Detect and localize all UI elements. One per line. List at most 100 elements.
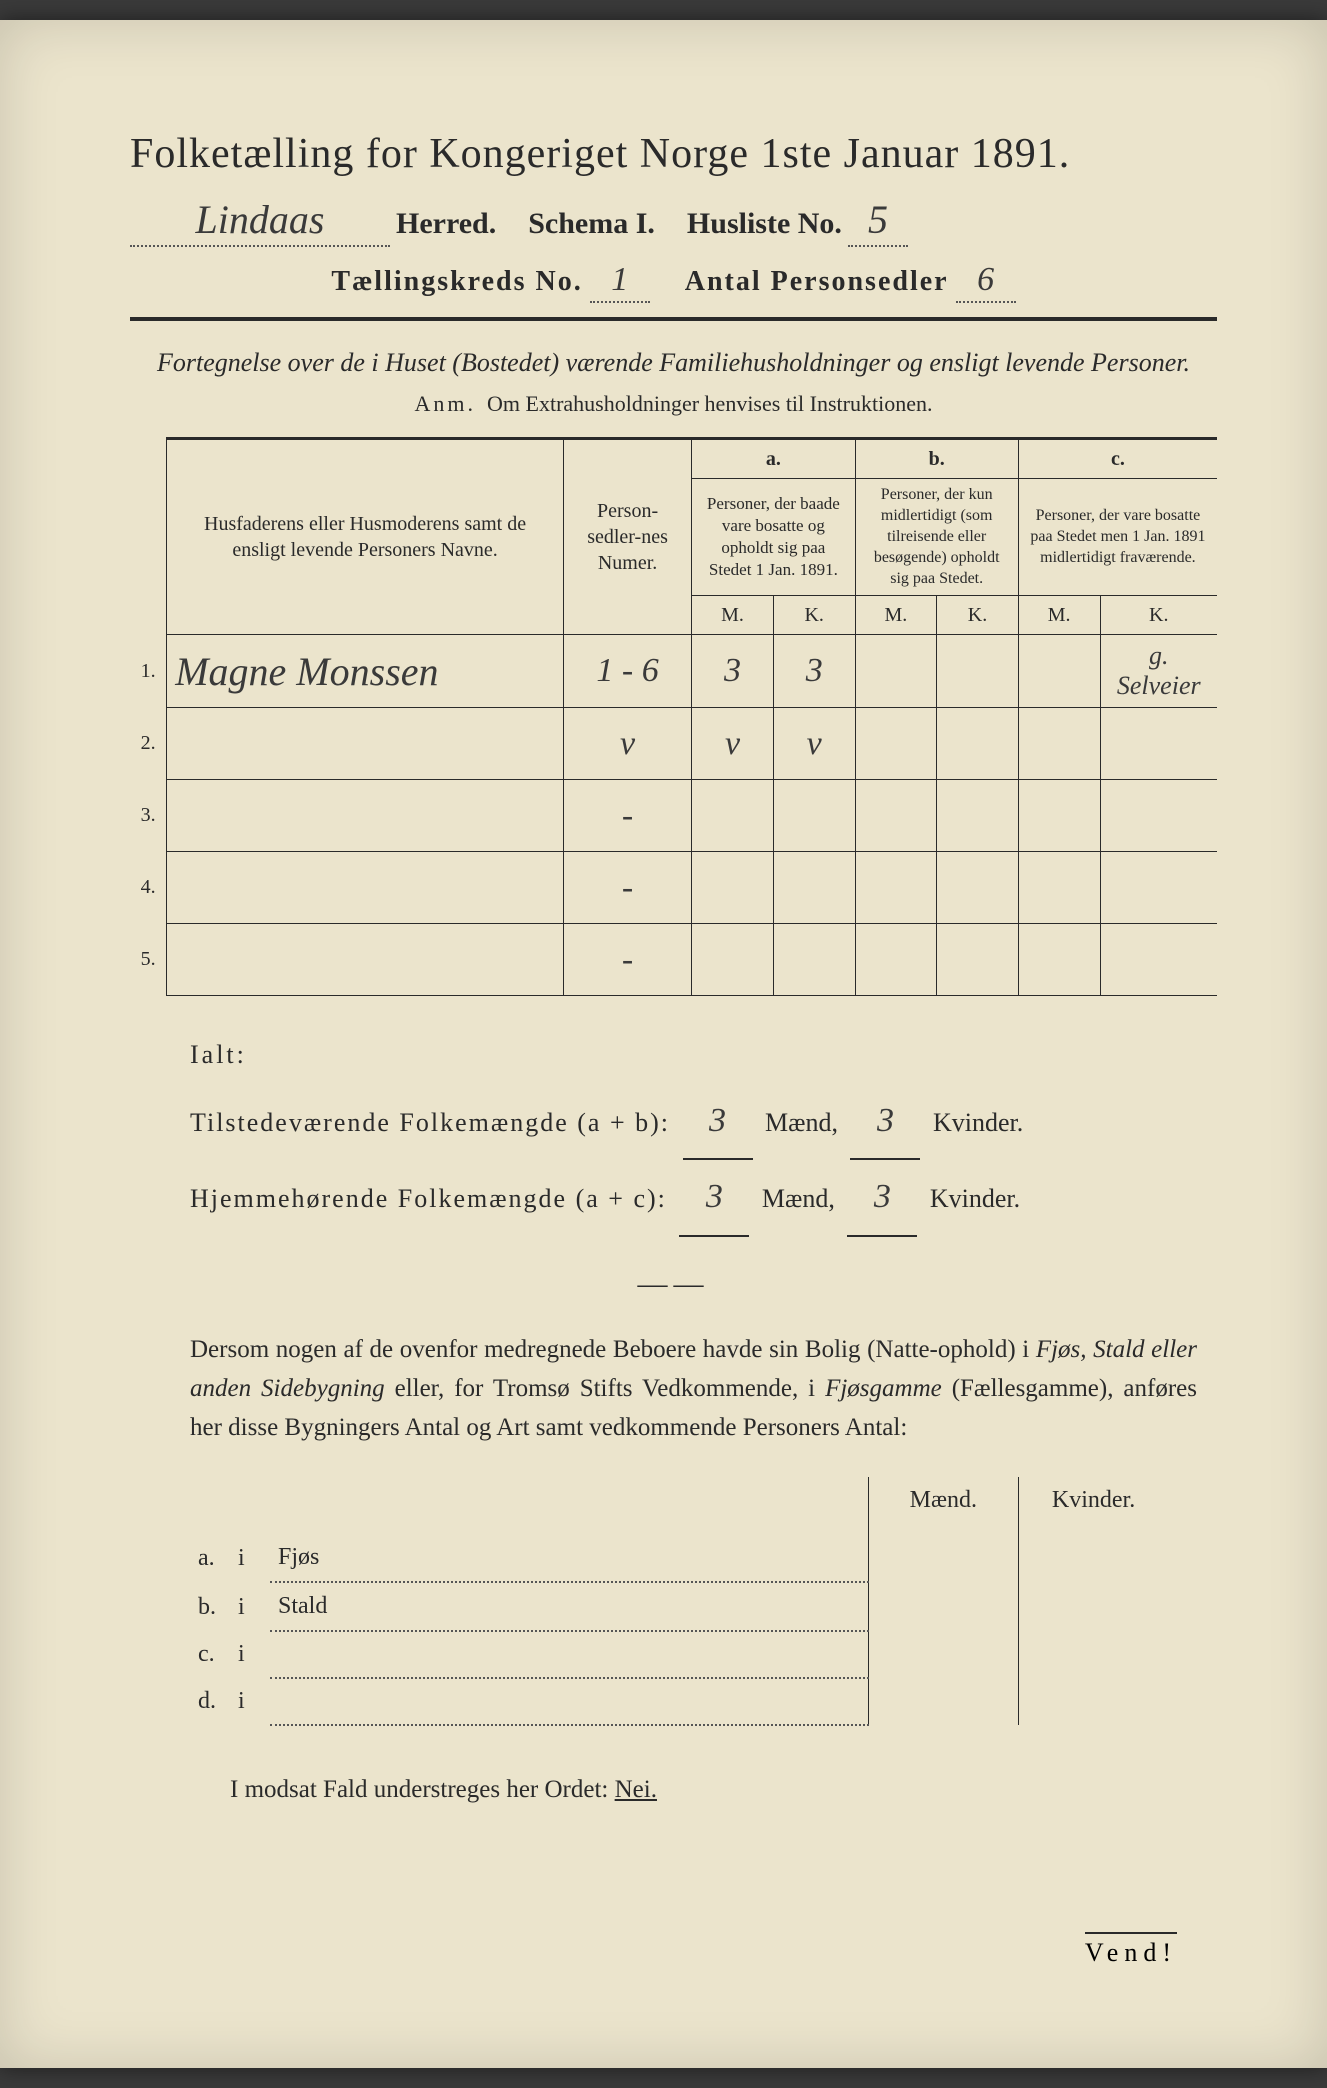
a-k-cell — [773, 852, 855, 924]
b-k-cell — [937, 780, 1019, 852]
row-number: 2. — [130, 708, 167, 780]
a-k-cell: v — [773, 708, 855, 780]
side-letter: d. — [190, 1678, 230, 1725]
side-m — [868, 1678, 1018, 1725]
side-row: c.i — [190, 1631, 1168, 1678]
side-label — [270, 1678, 868, 1725]
table-row: 2.vvv — [130, 708, 1217, 780]
th-b: Personer, der kun midlertidigt (som tilr… — [855, 479, 1018, 596]
side-label — [270, 1631, 868, 1678]
personsedler-label: Antal Personsedler — [685, 266, 949, 297]
separator: —— — [130, 1267, 1217, 1301]
th-cm: M. — [1018, 596, 1100, 635]
personsedler-value: 6 — [956, 261, 1016, 303]
b-m-cell — [855, 780, 937, 852]
side-m — [868, 1582, 1018, 1631]
c-k-cell — [1100, 924, 1217, 996]
c-m-cell — [1018, 924, 1100, 996]
side-letter: a. — [190, 1534, 230, 1582]
b-k-cell — [937, 635, 1019, 708]
household-table: Husfaderens eller Husmoderens samt de en… — [130, 437, 1217, 996]
side-building-table: Mænd. Kvinder. a.iFjøsb.iStaldc.id.i — [190, 1477, 1168, 1726]
name-cell: Magne Monssen — [167, 635, 564, 708]
a-m-cell — [692, 780, 774, 852]
th-name: Husfaderens eller Husmoderens samt de en… — [167, 439, 564, 635]
side-head-m: Mænd. — [868, 1477, 1018, 1534]
c-m-cell — [1018, 852, 1100, 924]
num-cell: v — [563, 708, 691, 780]
side-k — [1018, 1678, 1168, 1725]
herred-line: Lindaas Herred. Schema I. Husliste No. 5 — [130, 196, 1217, 247]
a-k-cell — [773, 780, 855, 852]
c-k-cell — [1100, 852, 1217, 924]
c-m-cell — [1018, 635, 1100, 708]
husliste-label: Husliste No. — [687, 207, 842, 241]
a-m-cell — [692, 852, 774, 924]
kreds-label: Tællingskreds No. — [331, 266, 582, 297]
table-row: 5. - — [130, 924, 1217, 996]
herred-label: Herred. — [396, 207, 496, 241]
subtitle: Fortegnelse over de i Huset (Bostedet) v… — [130, 345, 1217, 381]
anm-text: Om Extrahusholdninger henvises til Instr… — [487, 391, 932, 416]
th-a-letter: a. — [692, 439, 855, 479]
name-cell — [167, 708, 564, 780]
th-bk: K. — [937, 596, 1019, 635]
anm-prefix: Anm. — [415, 391, 477, 416]
row-number: 5. — [130, 924, 167, 996]
anm-line: Anm. Om Extrahusholdninger henvises til … — [130, 391, 1217, 417]
num-cell: 1 - 6 — [563, 635, 691, 708]
side-building-paragraph: Dersom nogen af de ovenfor medregnede Be… — [190, 1331, 1197, 1447]
side-label: Stald — [270, 1582, 868, 1631]
th-am: M. — [692, 596, 774, 635]
side-i: i — [230, 1534, 270, 1582]
ialt-line1: Tilstedeværende Folkemængde (a + b): 3 M… — [190, 1084, 1217, 1161]
a-m-cell: v — [692, 708, 774, 780]
th-num: Person-sedler-nes Numer. — [563, 439, 691, 635]
table-row: 1.Magne Monssen1 - 633g. Selveier — [130, 635, 1217, 708]
th-b-letter: b. — [855, 439, 1018, 479]
th-c-letter: c. — [1018, 439, 1217, 479]
b-m-cell — [855, 708, 937, 780]
c-k-cell — [1100, 708, 1217, 780]
row-number: 1. — [130, 635, 167, 708]
a-m-cell — [692, 924, 774, 996]
husliste-value: 5 — [848, 196, 908, 247]
b-k-cell — [937, 708, 1019, 780]
main-title: Folketælling for Kongeriget Norge 1ste J… — [130, 130, 1217, 178]
b-k-cell — [937, 924, 1019, 996]
num-cell: - — [563, 780, 691, 852]
herred-value: Lindaas — [130, 196, 390, 247]
c-k-cell — [1100, 780, 1217, 852]
c-m-cell — [1018, 708, 1100, 780]
th-a: Personer, der baade vare bosatte og opho… — [692, 479, 855, 596]
table-row: 3. - — [130, 780, 1217, 852]
b-m-cell — [855, 924, 937, 996]
a-k-cell — [773, 924, 855, 996]
vend-label: Vend! — [1085, 1932, 1177, 1968]
side-i: i — [230, 1631, 270, 1678]
final-line: I modsat Fald understreges her Ordet: Ne… — [230, 1776, 1217, 1804]
name-cell — [167, 780, 564, 852]
side-row: a.iFjøs — [190, 1534, 1168, 1582]
side-letter: c. — [190, 1631, 230, 1678]
row-number: 3. — [130, 780, 167, 852]
side-i: i — [230, 1582, 270, 1631]
b-k-cell — [937, 852, 1019, 924]
side-k — [1018, 1534, 1168, 1582]
num-cell: - — [563, 924, 691, 996]
side-label: Fjøs — [270, 1534, 868, 1582]
table-row: 4. - — [130, 852, 1217, 924]
num-cell: - — [563, 852, 691, 924]
side-row: b.iStald — [190, 1582, 1168, 1631]
th-ak: K. — [773, 596, 855, 635]
row-number: 4. — [130, 852, 167, 924]
side-letter: b. — [190, 1582, 230, 1631]
totals-block: Ialt: Tilstedeværende Folkemængde (a + b… — [190, 1026, 1217, 1237]
kreds-line: Tællingskreds No. 1 Antal Personsedler 6 — [130, 261, 1217, 303]
schema-label: Schema I. — [528, 207, 655, 241]
side-row: d.i — [190, 1678, 1168, 1725]
th-bm: M. — [855, 596, 937, 635]
side-k — [1018, 1631, 1168, 1678]
c-k-cell: g. Selveier — [1100, 635, 1217, 708]
side-i: i — [230, 1678, 270, 1725]
